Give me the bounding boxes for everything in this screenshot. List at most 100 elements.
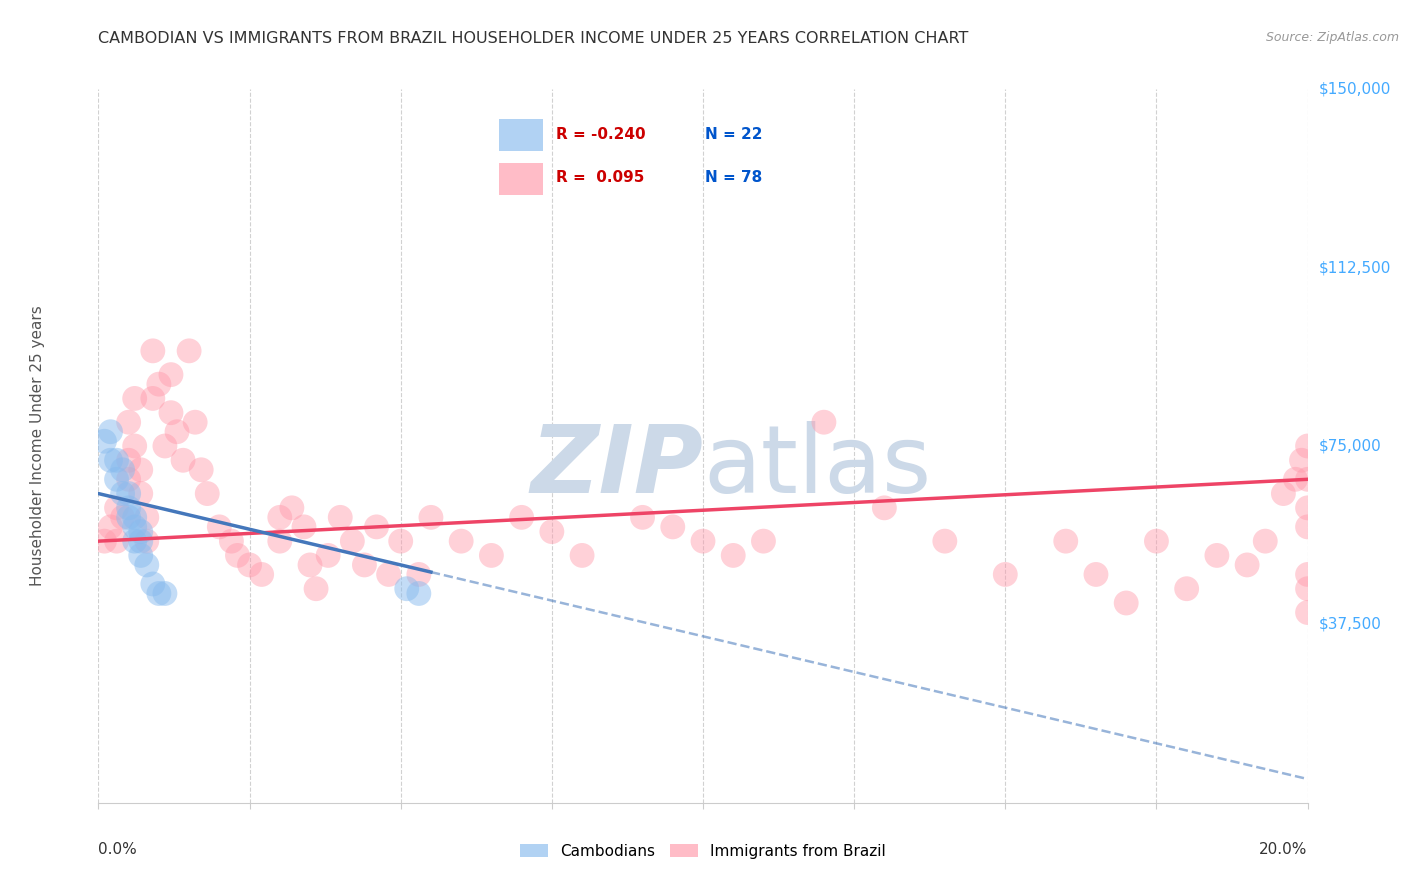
Point: [124, 510, 146, 524]
Point: [129, 463, 152, 477]
Point: [124, 520, 146, 534]
Point: [250, 567, 273, 582]
Point: [118, 510, 141, 524]
Point: [994, 567, 1017, 582]
Point: [1175, 582, 1198, 596]
Point: [631, 510, 654, 524]
Point: [129, 524, 152, 539]
Point: [100, 453, 122, 467]
Point: [105, 500, 128, 515]
Text: Householder Income Under 25 years: Householder Income Under 25 years: [31, 306, 45, 586]
Text: $150,000: $150,000: [1319, 82, 1391, 96]
Point: [299, 558, 322, 572]
Point: [160, 368, 183, 382]
Text: atlas: atlas: [703, 421, 931, 514]
Point: [184, 415, 207, 429]
Point: [118, 415, 141, 429]
Point: [142, 392, 165, 406]
Point: [118, 486, 141, 500]
Point: [166, 425, 188, 439]
Point: [100, 425, 122, 439]
Point: [269, 534, 291, 549]
Point: [100, 520, 122, 534]
Point: [111, 486, 134, 500]
Point: [389, 534, 412, 549]
Point: [1054, 534, 1077, 549]
Point: [329, 510, 352, 524]
Point: [1284, 472, 1306, 486]
Point: [813, 415, 835, 429]
Point: [190, 463, 212, 477]
Point: [160, 406, 183, 420]
Text: ZIP: ZIP: [530, 421, 703, 514]
Point: [111, 463, 134, 477]
Point: [111, 510, 134, 524]
Point: [153, 439, 176, 453]
Point: [124, 534, 146, 549]
Point: [1206, 549, 1229, 563]
Point: [93, 434, 115, 449]
Text: $112,500: $112,500: [1319, 260, 1391, 275]
Point: [129, 486, 152, 500]
Point: [105, 472, 128, 486]
Point: [1291, 453, 1313, 467]
Point: [1254, 534, 1277, 549]
Point: [377, 567, 399, 582]
Point: [481, 549, 503, 563]
Point: [1296, 520, 1319, 534]
Point: [342, 534, 364, 549]
Point: [419, 510, 441, 524]
Point: [124, 392, 146, 406]
Point: [721, 549, 744, 563]
Point: [269, 510, 291, 524]
Point: [105, 453, 128, 467]
Point: [353, 558, 375, 572]
Point: [1115, 596, 1137, 610]
Point: [281, 500, 304, 515]
Point: [208, 520, 231, 534]
Point: [142, 577, 165, 591]
Point: [395, 582, 418, 596]
Point: [124, 439, 146, 453]
Point: [1085, 567, 1108, 582]
Point: [135, 510, 157, 524]
Point: [226, 549, 249, 563]
Point: [540, 524, 562, 539]
Point: [118, 500, 141, 515]
Point: [1144, 534, 1167, 549]
Point: [1296, 606, 1319, 620]
Point: [118, 472, 141, 486]
Point: [221, 534, 243, 549]
Point: [661, 520, 683, 534]
Point: [752, 534, 775, 549]
Text: 20.0%: 20.0%: [1260, 842, 1308, 857]
Point: [408, 586, 430, 600]
Point: [408, 567, 430, 582]
Point: [366, 520, 388, 534]
Point: [135, 534, 157, 549]
Point: [1236, 558, 1258, 572]
Point: [148, 586, 170, 600]
Point: [1296, 439, 1319, 453]
Text: CAMBODIAN VS IMMIGRANTS FROM BRAZIL HOUSEHOLDER INCOME UNDER 25 YEARS CORRELATIO: CAMBODIAN VS IMMIGRANTS FROM BRAZIL HOUS…: [98, 31, 969, 46]
Point: [135, 558, 157, 572]
Point: [153, 586, 176, 600]
Point: [934, 534, 956, 549]
Point: [118, 453, 141, 467]
Point: [105, 534, 128, 549]
Point: [195, 486, 218, 500]
Text: $37,500: $37,500: [1319, 617, 1382, 632]
Point: [510, 510, 533, 524]
Point: [1296, 500, 1319, 515]
Point: [1272, 486, 1295, 500]
Point: [93, 534, 115, 549]
Point: [292, 520, 315, 534]
Point: [316, 549, 339, 563]
Text: 0.0%: 0.0%: [98, 842, 138, 857]
Point: [239, 558, 262, 572]
Point: [571, 549, 593, 563]
Point: [172, 453, 194, 467]
Point: [450, 534, 472, 549]
Point: [1296, 567, 1319, 582]
Point: [692, 534, 714, 549]
